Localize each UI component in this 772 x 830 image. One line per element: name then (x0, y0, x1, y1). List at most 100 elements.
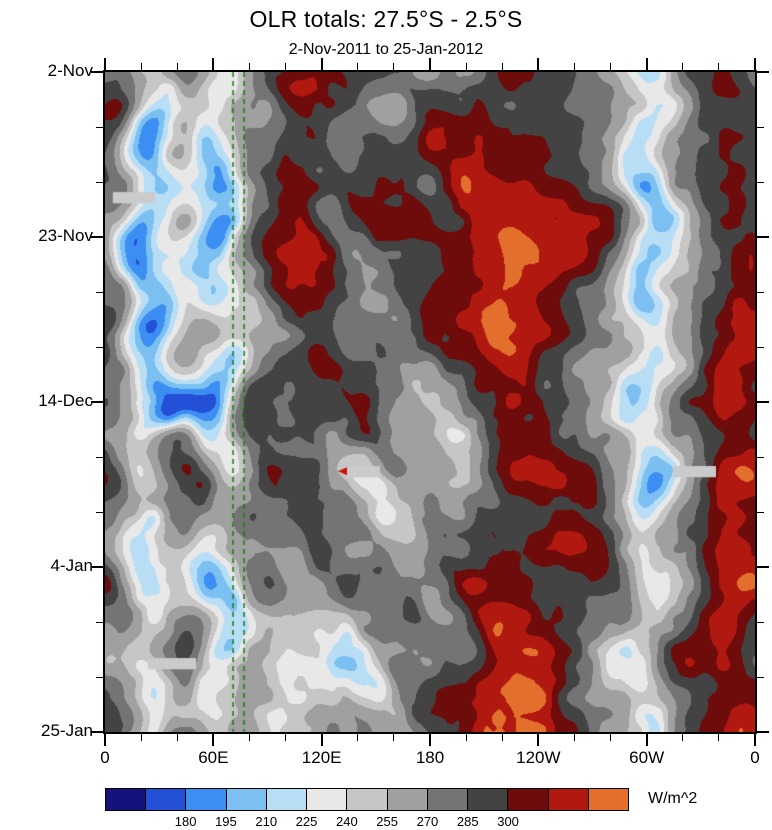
colorbar-segment (588, 789, 629, 810)
y-minor-tick (96, 126, 103, 128)
x-minor-tick (573, 734, 575, 741)
y-major-tick (757, 236, 769, 238)
x-minor-tick (140, 63, 142, 70)
x-major-tick (104, 58, 106, 70)
colorbar-segment (186, 789, 227, 810)
x-minor-tick (465, 734, 467, 741)
x-minor-tick (501, 63, 503, 70)
x-major-tick (429, 734, 431, 746)
colorbar-tick-label: 285 (456, 814, 479, 829)
x-major-tick (212, 58, 215, 70)
y-minor-tick (757, 291, 764, 293)
x-minor-tick (682, 734, 684, 741)
colorbar-segment (307, 789, 348, 810)
y-major-tick (757, 401, 769, 403)
x-tick-label: 180 (415, 748, 445, 767)
y-tick-label: 4-Jan (50, 556, 93, 575)
y-major-tick (757, 731, 769, 733)
x-minor-tick (176, 734, 178, 741)
y-minor-tick (96, 181, 103, 183)
x-tick-label: 0 (100, 748, 110, 767)
y-major-tick (91, 731, 103, 733)
colorbar-tick-label: 225 (295, 814, 318, 829)
x-tick-label: 60E (198, 748, 229, 767)
y-minor-tick (96, 676, 103, 678)
chart-subtitle: 2-Nov-2011 to 25-Jan-2012 (288, 41, 484, 58)
x-tick-label: 120W (516, 748, 561, 767)
x-tick-label: 60W (629, 748, 665, 767)
colorbar-tick-label: 270 (416, 814, 439, 829)
y-tick-label: 2-Nov (47, 61, 93, 80)
x-minor-tick (501, 734, 503, 741)
y-major-tick (91, 401, 103, 403)
y-tick-label: 25-Jan (41, 721, 93, 740)
y-minor-tick (757, 181, 764, 183)
x-minor-tick (285, 63, 287, 70)
colorbar-segment (106, 789, 147, 810)
y-minor-tick (96, 511, 103, 513)
y-minor-tick (757, 126, 764, 128)
y-minor-tick (757, 676, 764, 678)
y-minor-tick (96, 621, 103, 623)
y-minor-tick (757, 621, 764, 623)
y-major-tick (757, 71, 769, 73)
colorbar-tick-label: 195 (215, 814, 237, 829)
y-minor-tick (96, 346, 103, 348)
colorbar-tick-label: 240 (335, 814, 358, 829)
x-minor-tick (285, 734, 287, 741)
y-minor-tick (757, 456, 764, 458)
colorbar-segment (226, 789, 267, 810)
x-minor-tick (610, 63, 612, 70)
colorbar-segment (468, 789, 509, 810)
x-major-tick (320, 58, 323, 70)
x-major-tick (212, 734, 215, 746)
x-minor-tick (465, 63, 467, 70)
y-major-tick (757, 566, 769, 568)
y-minor-tick (757, 346, 764, 348)
y-minor-tick (96, 291, 103, 293)
x-tick-label: 120E (301, 748, 342, 767)
colorbar-segment (387, 789, 428, 810)
x-minor-tick (357, 734, 359, 741)
colorbar-segment (266, 789, 308, 810)
x-minor-tick (176, 63, 178, 70)
colorbar-tick-label: 180 (174, 814, 197, 829)
colorbar-tick-label: 300 (497, 814, 519, 829)
x-minor-tick (718, 63, 720, 70)
x-minor-tick (393, 63, 395, 70)
y-minor-tick (757, 511, 764, 513)
x-minor-tick (393, 734, 395, 741)
colorbar-segment (427, 789, 469, 810)
colorbar-tick-label: 255 (376, 814, 398, 829)
x-major-tick (537, 734, 540, 746)
y-tick-label: 14-Dec (38, 391, 93, 410)
plot-area (103, 70, 757, 734)
colorbar (105, 788, 629, 811)
y-major-tick (91, 566, 103, 568)
x-minor-tick (610, 734, 612, 741)
colorbar-segment (508, 789, 549, 810)
x-minor-tick (248, 63, 250, 70)
olr-field-canvas (105, 72, 755, 732)
chart-title: OLR totals: 27.5°S - 2.5°S (249, 6, 523, 32)
y-minor-tick (96, 456, 103, 458)
colorbar-segment (146, 789, 187, 810)
y-tick-label: 23-Nov (38, 226, 93, 245)
x-major-tick (320, 734, 323, 746)
colorbar-segment (347, 789, 388, 810)
x-major-tick (754, 734, 756, 746)
x-major-tick (645, 58, 648, 70)
x-tick-label: 0 (750, 748, 760, 767)
units-label: W/m^2 (648, 790, 698, 807)
colorbar-segment (548, 789, 589, 810)
colorbar-tick-label: 210 (255, 814, 278, 829)
x-major-tick (754, 58, 756, 70)
x-major-tick (645, 734, 648, 746)
y-major-tick (91, 236, 103, 238)
x-minor-tick (682, 63, 684, 70)
x-minor-tick (248, 734, 250, 741)
x-major-tick (537, 58, 540, 70)
x-minor-tick (357, 63, 359, 70)
x-major-tick (104, 734, 106, 746)
